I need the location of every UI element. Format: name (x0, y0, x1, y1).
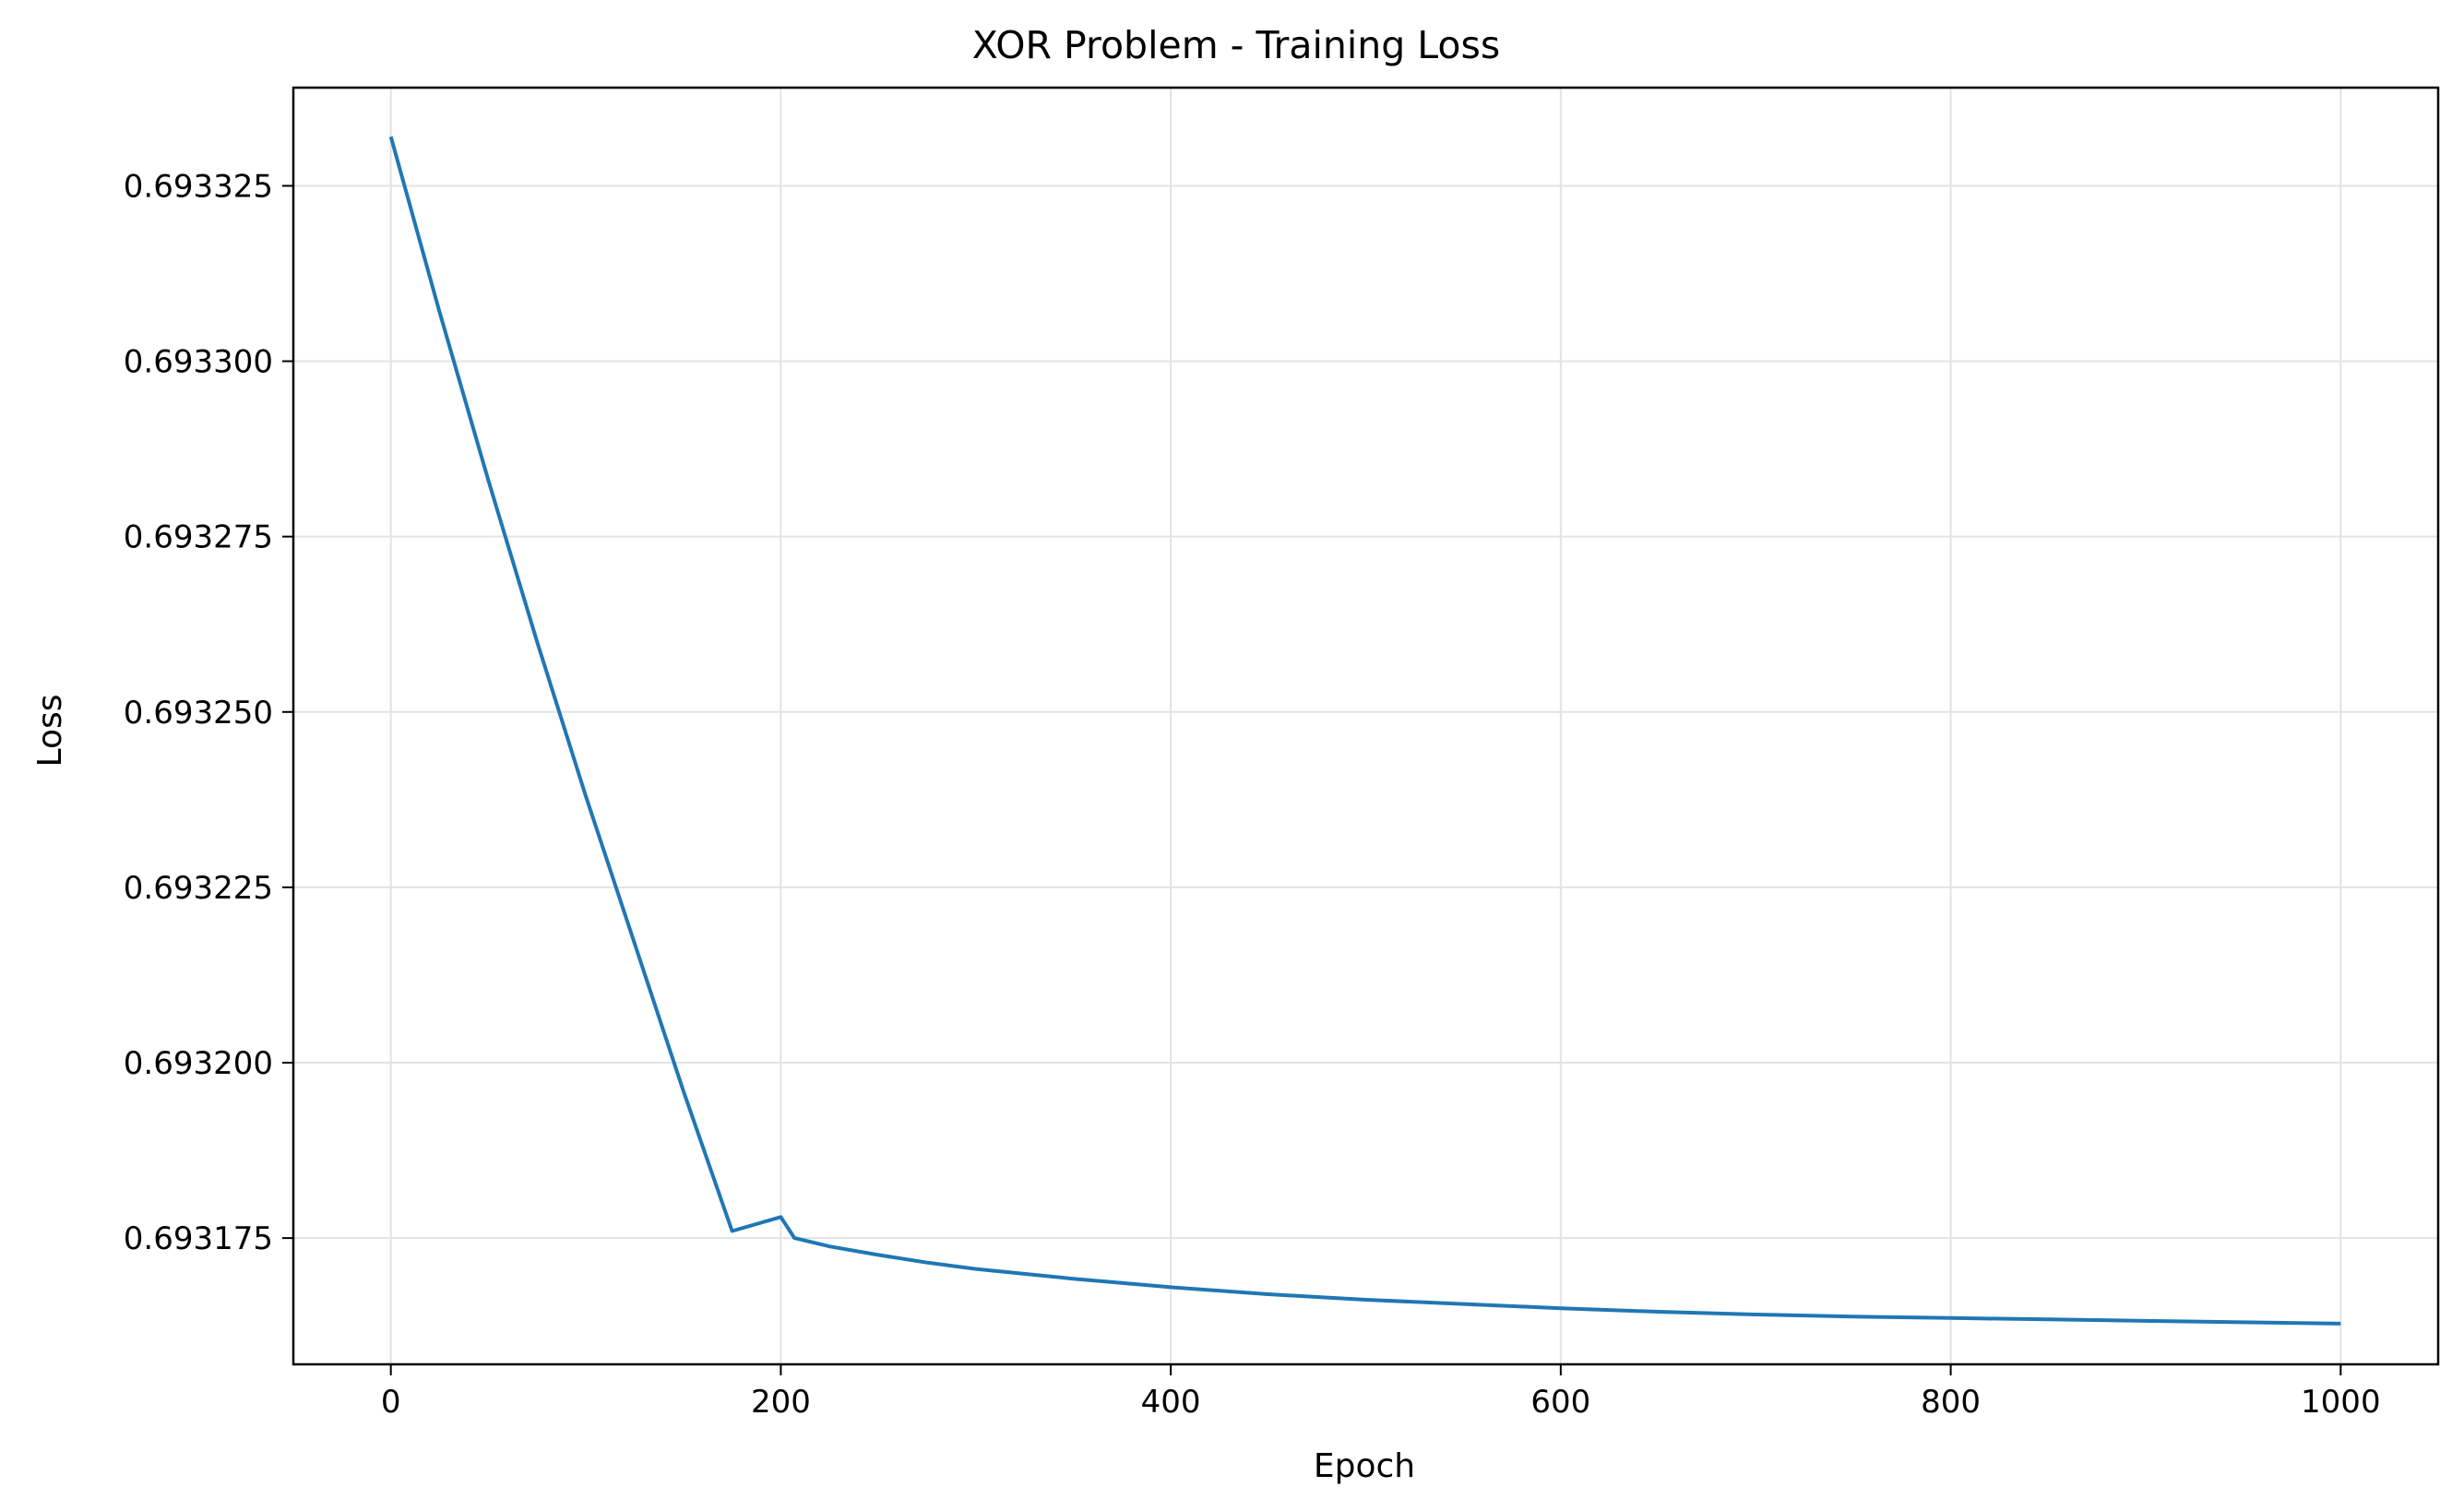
y-tick-label: 0.693175 (124, 1220, 273, 1257)
x-tick-label: 800 (1921, 1384, 1981, 1421)
x-tick-label: 1000 (2301, 1384, 2381, 1421)
y-tick-label: 0.693200 (124, 1045, 273, 1082)
x-gridlines (389, 88, 2342, 1364)
x-axis-ticks: 0 200 400 600 800 1000 (381, 1364, 2381, 1421)
y-tick-label: 0.693225 (124, 870, 273, 907)
y-tick-label: 0.693325 (124, 168, 273, 205)
y-tick-label: 0.693300 (124, 344, 273, 381)
x-axis-label: Epoch (1314, 1447, 1415, 1485)
x-tick-label: 400 (1141, 1384, 1201, 1421)
loss-series-line (388, 136, 2341, 1326)
x-tick-label: 0 (381, 1384, 401, 1421)
y-tick-label: 0.693275 (124, 519, 273, 556)
plot-area-frame (292, 86, 2440, 1366)
y-gridlines (293, 184, 2438, 1240)
y-axis-ticks: 0.693175 0.693200 0.693225 0.693250 0.693275… (124, 168, 293, 1257)
y-tick-label: 0.693250 (124, 695, 273, 732)
chart-title: XOR Problem - Training Loss (972, 23, 1500, 67)
x-tick-label: 200 (751, 1384, 811, 1421)
y-axis-label: Loss (31, 695, 69, 767)
x-tick-label: 600 (1530, 1384, 1590, 1421)
